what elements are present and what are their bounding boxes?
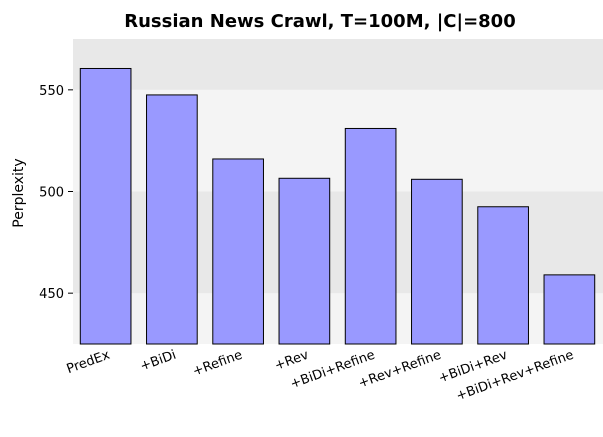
x-axis: PredEx +BiDi +Refine +Rev+BiDi+Refine+Rev+R… bbox=[65, 348, 576, 405]
y-tick-label: 450 bbox=[39, 287, 64, 302]
x-tick-label: +Refine bbox=[191, 348, 245, 380]
y-axis-label: Perplexity bbox=[11, 158, 27, 227]
y-tick-label: 500 bbox=[39, 186, 64, 201]
x-tick-label: +Rev bbox=[273, 348, 311, 374]
bar bbox=[411, 178, 463, 345]
bar bbox=[278, 177, 331, 345]
bar bbox=[344, 127, 397, 345]
y-axis: 450 500 550 bbox=[39, 84, 73, 302]
bar bbox=[79, 67, 132, 345]
bar bbox=[477, 206, 529, 345]
x-tick-label: +BiDi+Rev+Refine bbox=[454, 348, 576, 404]
x-tick-label: +BiDi bbox=[138, 348, 178, 375]
bar bbox=[543, 274, 596, 345]
bar bbox=[146, 94, 198, 345]
background-band bbox=[73, 39, 603, 90]
chart-title: Russian News Crawl, T=100M, |C|=800 bbox=[124, 11, 515, 32]
x-tick-label: PredEx bbox=[65, 348, 113, 378]
bars bbox=[79, 67, 596, 345]
y-tick-label: 550 bbox=[39, 84, 64, 99]
bar bbox=[212, 158, 264, 345]
